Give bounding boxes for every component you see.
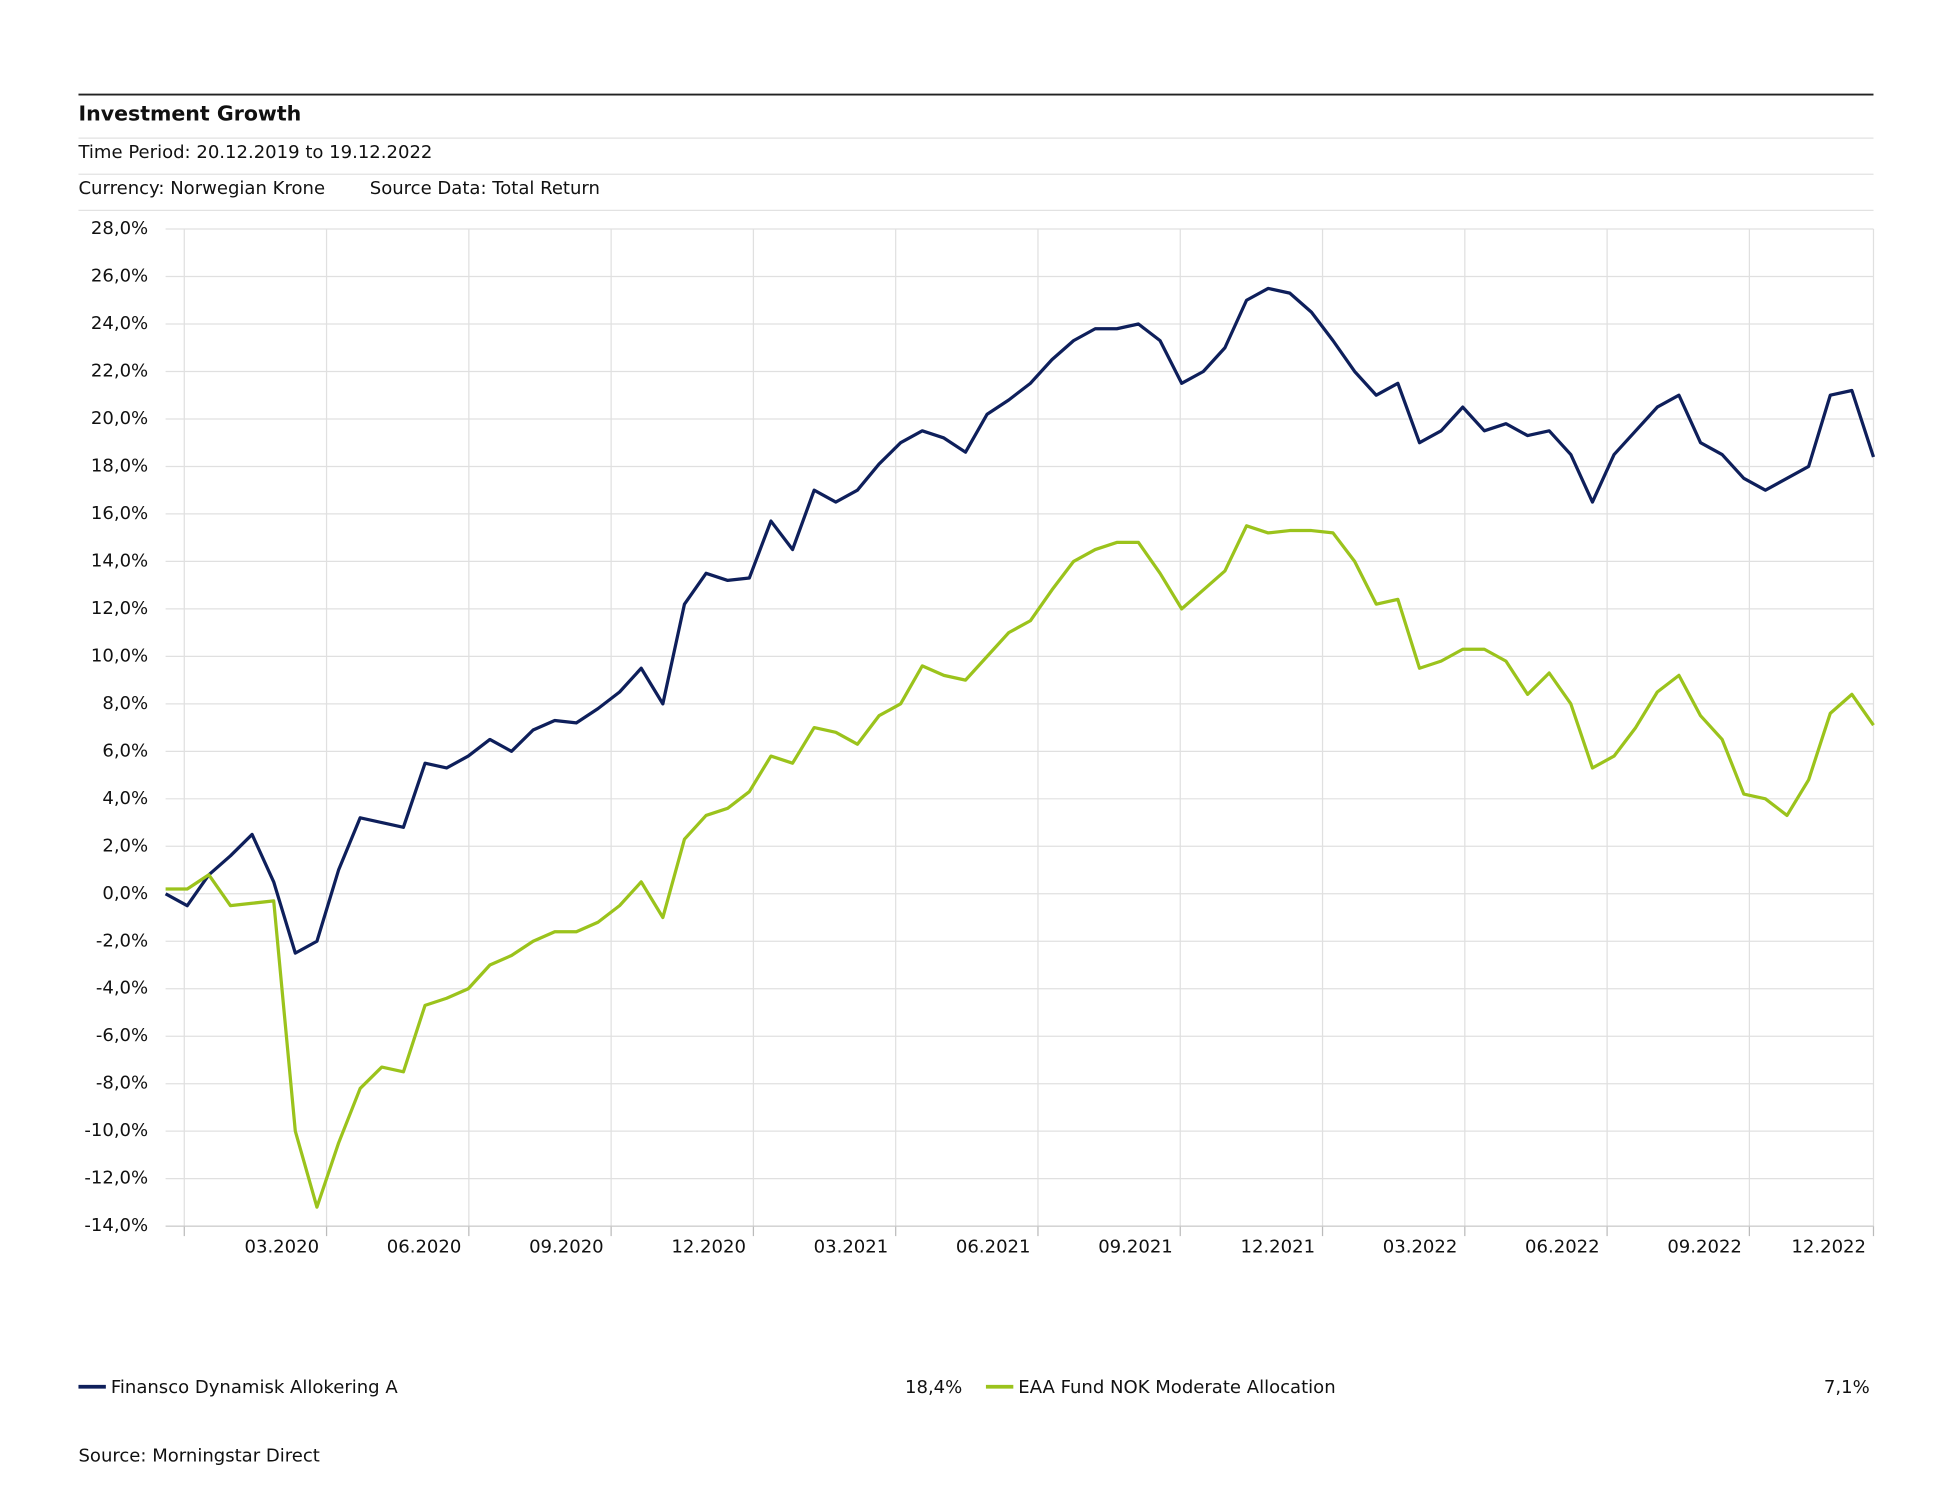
chart-title: Investment Growth	[78, 102, 301, 126]
legend-label: EAA Fund NOK Moderate Allocation	[1018, 1377, 1335, 1398]
x-tick-label: 09.2022	[1667, 1236, 1742, 1257]
y-tick-label: 20,0%	[91, 408, 148, 429]
y-tick-label: 14,0%	[91, 550, 148, 571]
legend-value: 7,1%	[1824, 1377, 1870, 1398]
x-tick-label: 03.2021	[814, 1236, 889, 1257]
x-tick-label: 06.2021	[956, 1236, 1031, 1257]
source: Source: Morningstar Direct	[78, 1445, 319, 1466]
x-tick-label: 06.2020	[387, 1236, 462, 1257]
y-tick-label: 24,0%	[91, 313, 148, 334]
currency: Currency: Norwegian Krone	[78, 178, 325, 199]
y-tick-label: 4,0%	[102, 788, 148, 809]
y-tick-label: 22,0%	[91, 360, 148, 381]
y-tick-label: 12,0%	[91, 598, 148, 619]
series-line	[164, 286, 1876, 955]
y-tick-label: -8,0%	[96, 1073, 148, 1094]
x-tick-label: 12.2020	[671, 1236, 746, 1257]
y-tick-label: 0,0%	[102, 883, 148, 904]
legend-value: 18,4%	[905, 1377, 962, 1398]
y-tick-label: 26,0%	[91, 266, 148, 287]
x-tick-label: 06.2022	[1525, 1236, 1600, 1257]
series-line	[165, 524, 1875, 1209]
y-tick-label: -14,0%	[84, 1215, 148, 1236]
y-tick-label: -12,0%	[84, 1168, 148, 1189]
x-tick-label: 12.2021	[1240, 1236, 1315, 1257]
y-tick-label: -4,0%	[96, 978, 148, 999]
x-tick-label: 03.2022	[1383, 1236, 1458, 1257]
subtitle: Time Period: 20.12.2019 to 19.12.2022	[77, 142, 432, 163]
x-tick-label: 09.2021	[1098, 1236, 1173, 1257]
y-tick-label: 2,0%	[102, 835, 148, 856]
y-tick-label: 6,0%	[102, 740, 148, 761]
y-tick-label: -6,0%	[96, 1025, 148, 1046]
source-data: Source Data: Total Return	[370, 178, 600, 199]
legend-label: Finansco Dynamisk Allokering A	[111, 1377, 399, 1398]
y-tick-label: 8,0%	[102, 693, 148, 714]
x-tick-label: 03.2020	[245, 1236, 320, 1257]
y-tick-label: 18,0%	[91, 455, 148, 476]
y-tick-label: 28,0%	[91, 218, 148, 239]
y-tick-label: 16,0%	[91, 503, 148, 524]
y-tick-label: -10,0%	[84, 1120, 148, 1141]
x-tick-label: 09.2020	[529, 1236, 604, 1257]
x-tick-label: 12.2022	[1791, 1236, 1866, 1257]
y-tick-label: 10,0%	[91, 645, 148, 666]
y-tick-label: -2,0%	[96, 930, 148, 951]
